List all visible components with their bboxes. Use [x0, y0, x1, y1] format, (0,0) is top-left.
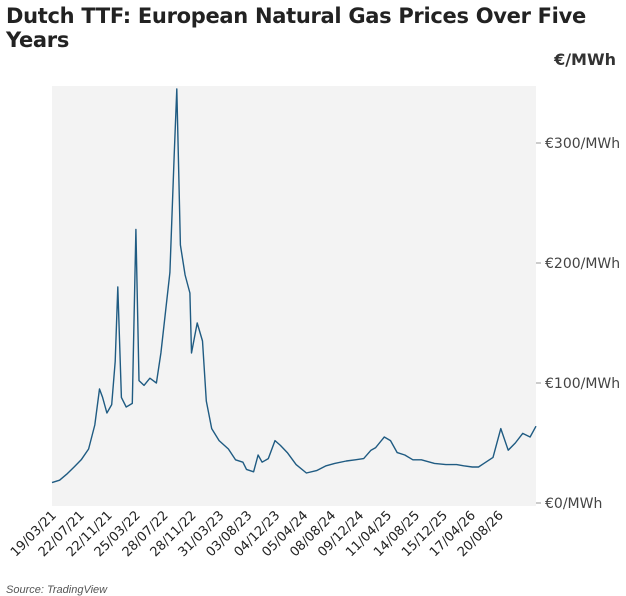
chart-title: Dutch TTF: European Natural Gas Prices O…	[6, 4, 586, 52]
plot-background	[52, 86, 536, 506]
unit-label: €/MWh	[554, 50, 616, 69]
y-axis: €0/MWh €100/MWh €200/MWh €300/MWh	[536, 136, 620, 512]
source-note: Source: TradingView	[6, 584, 108, 596]
x-axis: 19/03/2122/07/2122/11/2125/03/2228/07/22…	[8, 508, 507, 560]
y-tick-label: €200/MWh	[545, 256, 620, 272]
y-tick-label: €300/MWh	[545, 136, 620, 152]
y-tick-label: €0/MWh	[545, 496, 602, 512]
price-series-line	[51, 88, 537, 484]
y-tick-label: €100/MWh	[545, 376, 620, 392]
